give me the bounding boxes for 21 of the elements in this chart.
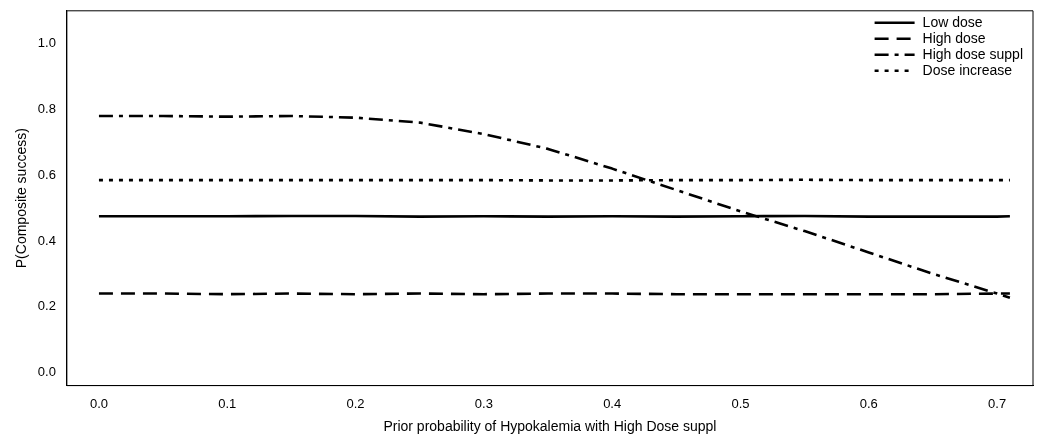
legend-label: Dose increase	[922, 61, 1013, 78]
y-tick-label: 0.6	[37, 166, 56, 182]
x-tick-label: 0.7	[988, 395, 1007, 411]
y-tick-label: 0.0	[37, 364, 56, 380]
x-tick-label: 0.4	[603, 395, 622, 411]
y-tick-label: 0.2	[37, 298, 56, 314]
y-tick-label: 0.4	[37, 232, 56, 248]
x-tick-label: 0.6	[859, 395, 878, 411]
x-tick-label: 0.1	[218, 395, 237, 411]
x-tick-label: 0.5	[731, 395, 750, 411]
x-tick-label: 0.0	[89, 395, 108, 411]
x-axis-title: Prior probability of Hypokalemia with High Dose suppl	[383, 418, 717, 435]
y-tick-label: 1.0	[37, 35, 56, 51]
legend-label: High dose	[922, 29, 986, 46]
y-axis-title: P(Composite success)	[13, 128, 30, 269]
x-tick-label: 0.2	[346, 395, 365, 411]
x-tick-label: 0.3	[474, 395, 493, 411]
line-series	[97, 114, 1012, 300]
y-tick-label: 0.8	[37, 101, 56, 117]
legend-label: High dose suppl	[922, 45, 1024, 62]
legend-label: Low dose	[922, 13, 983, 30]
